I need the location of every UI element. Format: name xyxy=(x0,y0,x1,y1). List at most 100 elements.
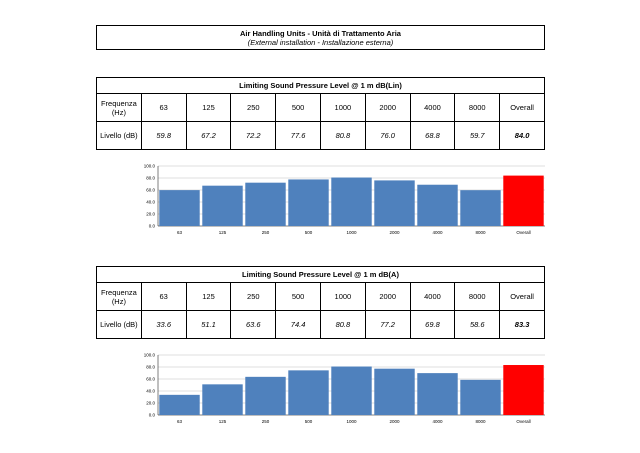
y-tick-label: 0.0 xyxy=(149,413,156,418)
bar xyxy=(331,366,372,415)
bar-chart-a: 0.0 20.0 40.0 60.0 80.0 100.0 63 125 250 500 1000 2… xyxy=(144,353,545,424)
freq-cell: 2000 xyxy=(364,282,411,311)
y-tick-label: 60.0 xyxy=(146,188,155,193)
level-cell: 59.7 xyxy=(454,121,501,150)
x-tick-label: 1000 xyxy=(346,419,357,424)
bar xyxy=(202,185,243,226)
bar xyxy=(331,177,372,226)
document-subtitle: (External installation - Installazione e… xyxy=(247,38,394,47)
frequency-row: Frequenza (Hz) 63 125 250 500 1000 2000 … xyxy=(96,93,545,122)
x-tick-label: 8000 xyxy=(475,419,486,424)
y-tick-label: 20.0 xyxy=(146,212,155,217)
y-tick-label: 80.0 xyxy=(146,365,155,370)
level-cell: 69.8 xyxy=(409,310,456,339)
level-cell: 51.1 xyxy=(185,310,232,339)
bar xyxy=(288,370,329,415)
freq-cell: 250 xyxy=(230,282,277,311)
bar xyxy=(159,190,200,226)
x-tick-label: Overall xyxy=(516,230,530,235)
y-tick-label: 80.0 xyxy=(146,176,155,181)
row-label-level: Livello (dB) xyxy=(96,121,142,150)
sound-level-table-lin: Limiting Sound Pressure Level @ 1 m dB(L… xyxy=(96,77,545,150)
bar xyxy=(159,394,200,415)
row-label-frequency: Frequenza (Hz) xyxy=(96,282,142,311)
bar xyxy=(288,179,329,226)
y-tick-label: 100.0 xyxy=(144,353,156,358)
row-label-level: Livello (dB) xyxy=(96,310,142,339)
freq-cell: 500 xyxy=(275,282,321,311)
freq-cell: 8000 xyxy=(454,93,501,122)
y-tick-label: 0.0 xyxy=(149,224,156,229)
bar xyxy=(374,368,415,415)
x-tick-label: 500 xyxy=(305,419,313,424)
x-tick-label: 1000 xyxy=(346,230,357,235)
freq-cell: 250 xyxy=(230,93,277,122)
freq-cell: 4000 xyxy=(409,93,456,122)
freq-cell-overall: Overall xyxy=(499,282,545,311)
x-tick-label: 4000 xyxy=(432,419,443,424)
x-tick-label: 4000 xyxy=(432,230,443,235)
level-cell: 33.6 xyxy=(140,310,187,339)
y-tick-label: 60.0 xyxy=(146,377,155,382)
freq-cell: 2000 xyxy=(364,93,411,122)
level-cell: 59.8 xyxy=(140,121,187,150)
row-label-frequency: Frequenza (Hz) xyxy=(96,93,142,122)
level-cell: 80.8 xyxy=(319,310,366,339)
overall-bar xyxy=(503,365,544,415)
x-tick-label: 2000 xyxy=(389,419,400,424)
x-tick-label: 63 xyxy=(177,419,183,424)
bar xyxy=(460,190,501,226)
frequency-row: Frequenza (Hz) 63 125 250 500 1000 2000 … xyxy=(96,282,545,311)
bar xyxy=(245,182,286,226)
document-title-box: Air Handling Units - Unità di Trattament… xyxy=(96,25,545,50)
bar xyxy=(245,376,286,415)
x-tick-label: 250 xyxy=(262,419,270,424)
level-cell-overall: 84.0 xyxy=(499,121,545,150)
table-title: Limiting Sound Pressure Level @ 1 m dB(L… xyxy=(96,77,545,94)
level-cell: 58.6 xyxy=(454,310,501,339)
bar xyxy=(202,384,243,415)
x-tick-label: 2000 xyxy=(389,230,400,235)
level-cell: 67.2 xyxy=(185,121,232,150)
freq-cell: 500 xyxy=(275,93,321,122)
x-tick-label: 8000 xyxy=(475,230,486,235)
level-cell: 76.0 xyxy=(364,121,411,150)
table-title: Limiting Sound Pressure Level @ 1 m dB(A… xyxy=(96,266,545,283)
y-tick-label: 20.0 xyxy=(146,401,155,406)
bar-chart-lin: 0.0 20.0 40.0 60.0 80.0 100.0 63 125 250 500 1000 2… xyxy=(144,164,545,235)
level-cell: 77.2 xyxy=(364,310,411,339)
y-tick-label: 100.0 xyxy=(144,164,156,169)
level-cell: 72.2 xyxy=(230,121,277,150)
freq-cell: 8000 xyxy=(454,282,501,311)
x-tick-label: 63 xyxy=(177,230,183,235)
freq-cell: 125 xyxy=(185,282,232,311)
level-cell: 68.8 xyxy=(409,121,456,150)
x-tick-label: 125 xyxy=(219,230,227,235)
level-row: Livello (dB) 59.8 67.2 72.2 77.6 80.8 76… xyxy=(96,121,545,150)
freq-cell: 125 xyxy=(185,93,232,122)
document-title: Air Handling Units - Unità di Trattament… xyxy=(240,29,401,38)
y-tick-label: 40.0 xyxy=(146,200,155,205)
level-cell: 80.8 xyxy=(319,121,366,150)
freq-cell: 1000 xyxy=(319,93,366,122)
bar xyxy=(460,379,501,415)
x-tick-label: 250 xyxy=(262,230,270,235)
freq-cell-overall: Overall xyxy=(499,93,545,122)
freq-cell: 63 xyxy=(140,282,187,311)
bar xyxy=(374,180,415,226)
bar xyxy=(417,373,458,415)
freq-cell: 1000 xyxy=(319,282,366,311)
level-row: Livello (dB) 33.6 51.1 63.6 74.4 80.8 77… xyxy=(96,310,545,339)
x-tick-label: 500 xyxy=(305,230,313,235)
y-tick-label: 40.0 xyxy=(146,389,155,394)
overall-bar xyxy=(503,175,544,226)
freq-cell: 63 xyxy=(140,93,187,122)
freq-cell: 4000 xyxy=(409,282,456,311)
level-cell: 74.4 xyxy=(275,310,321,339)
x-tick-label: 125 xyxy=(219,419,227,424)
level-cell: 63.6 xyxy=(230,310,277,339)
sound-level-table-a: Limiting Sound Pressure Level @ 1 m dB(A… xyxy=(96,266,545,339)
level-cell-overall: 83.3 xyxy=(499,310,545,339)
x-tick-label: Overall xyxy=(516,419,530,424)
bar xyxy=(417,184,458,226)
